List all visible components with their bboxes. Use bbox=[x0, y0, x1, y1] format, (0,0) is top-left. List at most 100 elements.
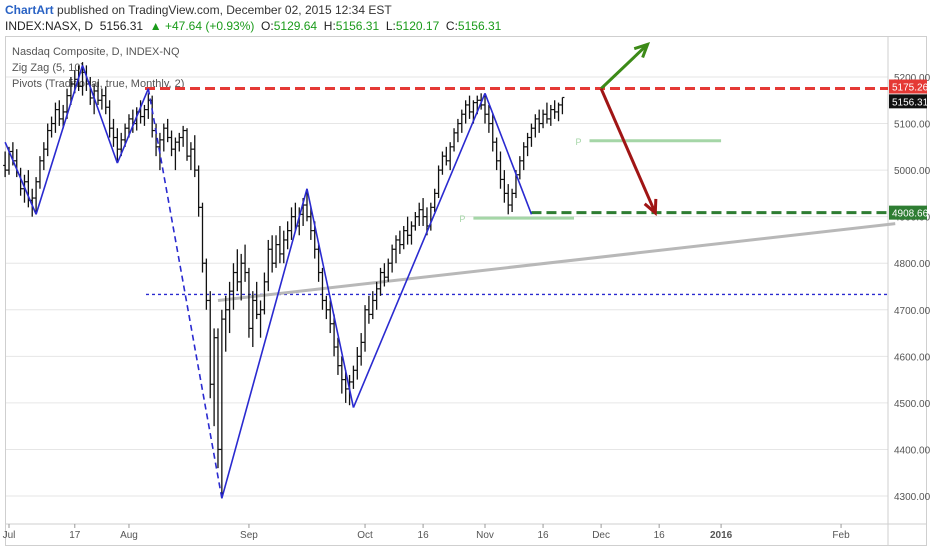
ohlc-bar bbox=[556, 102, 561, 122]
y-tick-label: 4400.00 bbox=[894, 445, 931, 456]
ohlc-bar bbox=[285, 221, 290, 250]
down-arrow bbox=[599, 88, 658, 217]
x-tick-label: 16 bbox=[418, 530, 430, 541]
ohlc-bar bbox=[235, 249, 240, 292]
ohlc-bar bbox=[328, 300, 333, 334]
ohlc-bar bbox=[498, 151, 503, 189]
y-tick-label: 4800.00 bbox=[894, 259, 931, 270]
arrow-head bbox=[643, 198, 658, 217]
price-change: ▲ +47.64 (+0.93%) bbox=[149, 19, 255, 33]
ohlc-bar bbox=[111, 118, 116, 147]
y-axis-labels: 4300.00 4400.00 4500.00 4600.00 4700.00 4800.… bbox=[894, 73, 931, 503]
ohlc-bar bbox=[246, 267, 251, 338]
zigzag-segment bbox=[116, 88, 150, 164]
legend-zigzag: Zig Zag (5, 10) bbox=[12, 62, 85, 74]
ohlc-bar bbox=[254, 281, 259, 320]
y-tick-label: 5100.00 bbox=[894, 120, 931, 131]
ohlc-bar bbox=[274, 235, 279, 268]
price-tags: 5175.26 5156.31 4908.66 bbox=[889, 79, 929, 220]
ohlc-bar bbox=[521, 142, 526, 171]
open-label: O: bbox=[261, 19, 274, 33]
ohlc-bar bbox=[169, 130, 174, 157]
zigzag-lines bbox=[4, 65, 533, 499]
ohlc-bar bbox=[490, 114, 495, 152]
overlays: PP bbox=[145, 87, 896, 302]
ohlc-bar bbox=[215, 328, 220, 469]
close-value: 5156.31 bbox=[457, 19, 502, 33]
last-price: 5156.31 bbox=[99, 19, 144, 33]
ohlc-bar bbox=[250, 291, 255, 348]
ohlc-bar bbox=[533, 114, 538, 138]
ohlc-bar bbox=[382, 263, 387, 287]
red-level-tag: 5175.26 bbox=[889, 79, 929, 94]
ohlc-bar bbox=[510, 188, 515, 213]
ohlc-bar bbox=[49, 116, 54, 138]
y-tick-label: 4600.00 bbox=[894, 352, 931, 363]
x-tick-label: Oct bbox=[357, 530, 373, 541]
x-tick-label: Dec bbox=[592, 530, 610, 541]
ohlc-bar bbox=[548, 104, 553, 126]
ohlc-bar bbox=[448, 142, 453, 171]
y-tick-label: 5000.00 bbox=[894, 166, 931, 177]
ohlc-bar bbox=[258, 300, 263, 338]
ohlc-bar bbox=[281, 230, 286, 264]
chart-frame bbox=[5, 36, 927, 546]
ohlc-bar bbox=[107, 100, 112, 138]
x-tick-label: 16 bbox=[537, 530, 549, 541]
ohlc-bar bbox=[370, 291, 375, 320]
ohlc-bar bbox=[37, 156, 42, 189]
arrow-head bbox=[633, 42, 651, 59]
ohlc-bar bbox=[560, 96, 565, 115]
trend-line bbox=[217, 222, 896, 302]
grid-lines bbox=[6, 36, 927, 546]
y-tick-label: 5200.00 bbox=[894, 73, 931, 84]
ohlc-bar bbox=[289, 207, 294, 240]
legend-symbol: Nasdaq Composite, D, INDEX-NQ bbox=[12, 46, 180, 58]
ohlc-bar bbox=[452, 128, 457, 152]
ohlc-bar bbox=[204, 258, 209, 310]
ohlc-bar bbox=[343, 370, 348, 403]
ohlc-bar bbox=[243, 244, 248, 282]
ohlc-bar bbox=[332, 314, 337, 357]
ohlc-bar bbox=[432, 188, 437, 213]
x-axis-labels: Jul 17 Aug Sep Oct 16 Nov 16 Dec 16 2016 Feb bbox=[3, 524, 850, 541]
ohlc-bar bbox=[525, 132, 530, 157]
ohlc-bar bbox=[181, 125, 186, 147]
ohlc-bar bbox=[173, 137, 178, 171]
ohlc-bar bbox=[366, 295, 371, 324]
ohlc-bar bbox=[386, 258, 391, 282]
ohlc-bar bbox=[339, 356, 344, 394]
low-label: L: bbox=[385, 19, 396, 33]
ohlc-bar bbox=[177, 132, 182, 152]
ohlc-bar bbox=[359, 333, 364, 366]
ohlc-bar bbox=[192, 135, 197, 178]
up-arrow bbox=[600, 42, 651, 90]
ohlc-bar bbox=[483, 95, 488, 124]
zigzag-segment bbox=[352, 92, 486, 408]
x-tick-label: 2016 bbox=[710, 530, 733, 541]
chart-area[interactable]: Nasdaq Composite, D, INDEX-NQ Zig Zag (5… bbox=[0, 36, 932, 550]
ohlc-bar bbox=[405, 216, 410, 245]
x-tick-label: Aug bbox=[120, 530, 138, 541]
quote-line: INDEX:NASX, D 5156.31 ▲ +47.64 (+0.93%) … bbox=[5, 19, 501, 33]
projection-arrows bbox=[599, 42, 658, 217]
publish-line: ChartArt published on TradingView.com, D… bbox=[5, 3, 392, 17]
price-chart[interactable]: 4300.00 4400.00 4500.00 4600.00 4700.00 4800.… bbox=[0, 36, 932, 550]
ohlc-bar bbox=[53, 102, 58, 133]
zigzag-segment bbox=[35, 65, 84, 215]
ohlc-bar bbox=[390, 244, 395, 273]
x-tick-label: 16 bbox=[654, 530, 666, 541]
x-tick-label: Feb bbox=[832, 530, 850, 541]
high-label: H: bbox=[323, 19, 336, 33]
ohlc-bar bbox=[262, 272, 267, 315]
ohlc-bar bbox=[529, 123, 534, 147]
ohlc-bar bbox=[374, 281, 379, 310]
ohlc-bar bbox=[103, 86, 108, 115]
ohlc-bar bbox=[200, 202, 205, 273]
arrow-shaft bbox=[599, 88, 657, 214]
ohlc-bar bbox=[363, 305, 368, 352]
ohlc-bar bbox=[231, 263, 236, 310]
ohlc-bar bbox=[335, 337, 340, 375]
brand-logo[interactable]: ChartArt bbox=[5, 3, 54, 17]
zigzag-segment bbox=[4, 141, 37, 215]
